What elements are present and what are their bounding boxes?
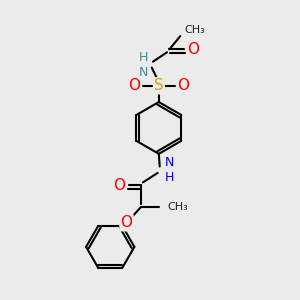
Text: CH₃: CH₃ (185, 25, 206, 34)
Text: H
N: H N (139, 51, 148, 79)
Text: O: O (120, 215, 132, 230)
Text: O: O (177, 78, 189, 93)
Text: N
H: N H (165, 156, 174, 184)
Text: S: S (154, 78, 164, 93)
Text: O: O (128, 78, 140, 93)
Text: O: O (113, 178, 125, 193)
Text: O: O (188, 42, 200, 57)
Text: CH₃: CH₃ (167, 202, 188, 212)
